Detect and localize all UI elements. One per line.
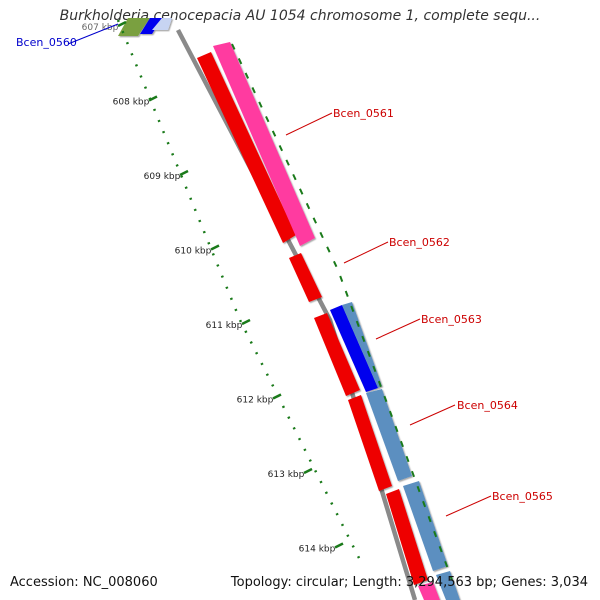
gene-label-bcen-0561[interactable]: Bcen_0561 xyxy=(333,107,394,120)
tick-marker-line-right xyxy=(231,43,453,581)
gene-bcen-0564-red[interactable] xyxy=(348,395,392,491)
scale-tick-label: 612 kbp xyxy=(237,396,274,406)
scale-tick-mark xyxy=(117,20,127,28)
scale-tick-label: 613 kbp xyxy=(268,470,305,480)
scale-tick-mark xyxy=(148,95,158,102)
gene-bcen-0562-red[interactable] xyxy=(289,253,322,302)
scale-tick-mark xyxy=(272,393,282,400)
gene-label-bcen-0564[interactable]: Bcen_0564 xyxy=(457,399,518,412)
callout-line-bcen-0563 xyxy=(375,318,421,340)
scale-tick-label: 607 kbp xyxy=(82,23,119,33)
scale-tick-mark xyxy=(334,542,344,549)
scale-tick-label: 610 kbp xyxy=(175,247,212,257)
gene-blue-top[interactable] xyxy=(140,18,162,34)
callout-line-bcen-0560 xyxy=(67,23,119,45)
gene-label-bcen-0563[interactable]: Bcen_0563 xyxy=(421,313,482,326)
scale-tick-mark xyxy=(210,244,220,251)
scale-tick-mark xyxy=(303,467,313,475)
scale-tick-mark xyxy=(179,169,189,177)
gene-bcen-0563-blue[interactable] xyxy=(330,305,378,392)
callout-line-bcen-0562 xyxy=(343,241,389,264)
scale-tick-mark xyxy=(241,318,251,326)
sequence-title: Burkholderia cenocepacia AU 1054 chromos… xyxy=(59,8,541,24)
topology-text: Topology: circular; Length: 3,294,563 bp… xyxy=(230,575,588,590)
gene-steelblue-bottom[interactable] xyxy=(436,571,460,600)
gene-bcen-0565-red[interactable] xyxy=(386,489,428,585)
scale-tick-label: 614 kbp xyxy=(299,545,336,555)
scale-tick-label: 609 kbp xyxy=(144,172,181,182)
gene-label-bcen-0565[interactable]: Bcen_0565 xyxy=(492,490,553,503)
callout-line-bcen-0565 xyxy=(445,495,492,517)
gene-label-bcen-0562[interactable]: Bcen_0562 xyxy=(389,236,450,249)
gene-bcen-0563-steelblue[interactable] xyxy=(342,302,382,388)
gene-pink-bottom[interactable] xyxy=(418,582,440,600)
gene-bcen-0561-red[interactable] xyxy=(197,52,296,243)
gene-bcen-0563-red[interactable] xyxy=(314,313,360,396)
gene-label-bcen-0560[interactable]: Bcen_0560 xyxy=(16,36,77,49)
callout-line-bcen-0564 xyxy=(409,404,456,426)
gene-bcen-0561-pink[interactable] xyxy=(213,42,315,246)
accession-text: Accession: NC_008060 xyxy=(10,575,158,590)
scale-tick-label: 608 kbp xyxy=(113,98,150,108)
gene-bcen-0564-steelblue[interactable] xyxy=(366,389,412,481)
gene-bcen-0565-steelblue[interactable] xyxy=(403,481,448,571)
scale-tick-label: 611 kbp xyxy=(206,321,243,331)
callout-line-bcen-0561 xyxy=(285,112,333,136)
gene-lightblue-top[interactable] xyxy=(152,18,172,30)
